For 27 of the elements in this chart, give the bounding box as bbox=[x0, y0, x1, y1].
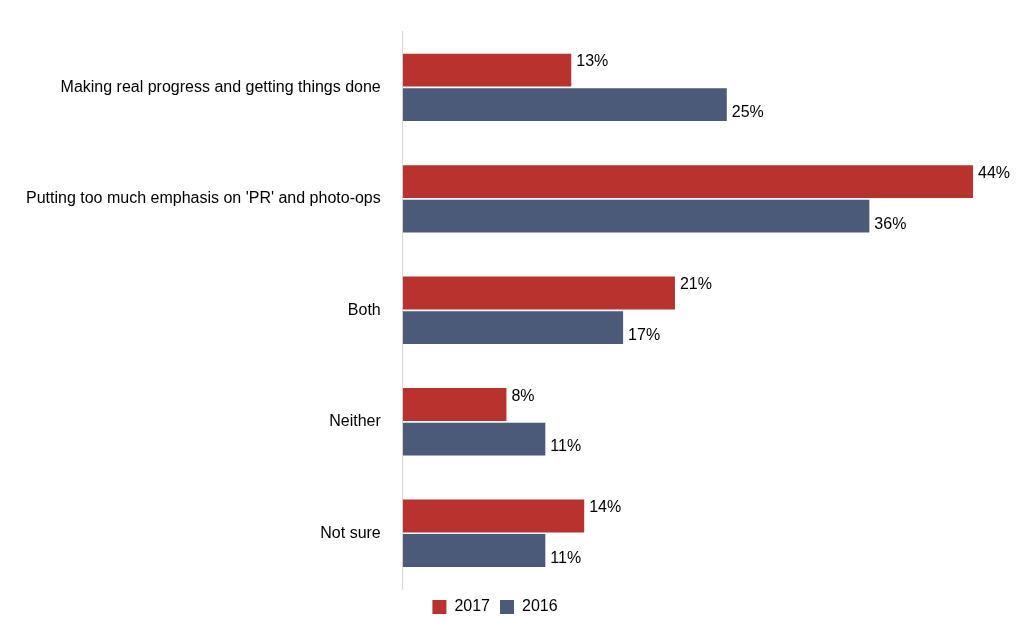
y-tick-label: Neither bbox=[329, 412, 382, 430]
data-label: 8% bbox=[511, 386, 535, 404]
bar bbox=[402, 165, 974, 198]
data-label: 21% bbox=[679, 275, 712, 293]
data-label: 44% bbox=[978, 163, 1011, 181]
y-tick-label: Putting too much emphasis on 'PR' and photo-ops bbox=[26, 189, 381, 207]
bar bbox=[402, 499, 585, 533]
bar bbox=[402, 311, 624, 344]
data-label: 25% bbox=[731, 103, 764, 121]
bar bbox=[402, 276, 675, 310]
bar bbox=[402, 88, 727, 122]
legend-label: 2017 bbox=[454, 597, 491, 615]
bar bbox=[402, 388, 507, 421]
data-label: 13% bbox=[576, 52, 609, 70]
y-tick-label: Making real progress and getting things done bbox=[60, 77, 381, 95]
data-label: 11% bbox=[550, 548, 582, 566]
bar bbox=[402, 534, 546, 567]
bar bbox=[402, 422, 546, 456]
legend-label: 2016 bbox=[522, 597, 558, 615]
data-label: 36% bbox=[874, 214, 907, 232]
data-label: 14% bbox=[589, 498, 622, 516]
data-label: 11% bbox=[550, 437, 582, 455]
y-tick-label: Both bbox=[347, 300, 381, 318]
y-tick-label: Not sure bbox=[320, 523, 381, 541]
bar bbox=[402, 199, 870, 233]
data-label: 17% bbox=[628, 325, 661, 343]
bar bbox=[402, 53, 572, 87]
